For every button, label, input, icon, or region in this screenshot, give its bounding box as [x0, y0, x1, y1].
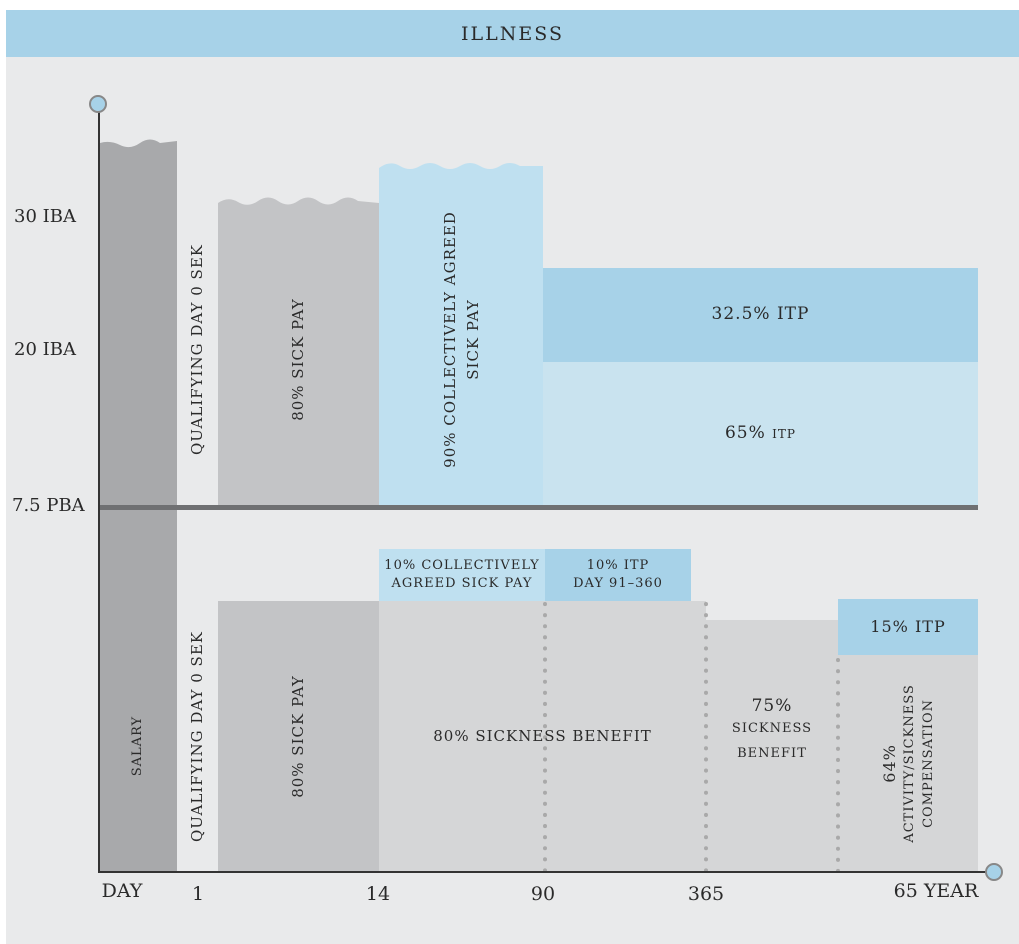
lower-sickness-benefit-80-bar [379, 601, 706, 872]
lower-75-line-1: 75% [751, 696, 793, 717]
upper-itp-65-bar [543, 362, 978, 508]
y-label-30-iba: 30 IBA [14, 206, 76, 227]
x-label-1: 1 [191, 883, 205, 905]
lower-activity-line-2: ACTIVITY/SICKNESS [901, 684, 917, 843]
lower-qualifying-day-label: QUALIFYING DAY 0 SEK [188, 630, 207, 842]
upper-collective-sick-pay-bar [379, 163, 543, 508]
lower-collective-line-1: 10% COLLECTIVELY [384, 558, 540, 574]
lower-75-line-2: SICKNESS [731, 721, 813, 737]
upper-itp-32-label: 32.5% ITP [711, 304, 810, 325]
lower-itp-10-line-1: 10% ITP [586, 558, 650, 574]
x-label-365: 365 [687, 883, 725, 905]
y-label-20-iba: 20 IBA [14, 339, 76, 360]
y-label-7-5-pba: 7.5 PBA [12, 495, 85, 516]
lower-collective-line-2: AGREED SICK PAY [391, 576, 533, 591]
lower-salary-bar [100, 508, 177, 872]
lower-itp-10-line-2: DAY 91–360 [573, 576, 663, 591]
upper-salary-bar [100, 139, 177, 508]
upper-sick-pay-label: 80% SICK PAY [288, 297, 307, 421]
lower-collective-sick-pay-bar [379, 549, 545, 601]
pba-divider-line [100, 505, 978, 510]
lower-activity-line-1: 64% [879, 744, 899, 783]
upper-sick-pay-bar [218, 197, 379, 508]
upper-itp-32-bar [543, 268, 978, 362]
x-label-day: DAY [101, 880, 143, 902]
lower-itp-15-label: 15% ITP [870, 616, 946, 636]
upper-collective-line-1: 90% COLLECTIVELY AGREED [440, 210, 459, 468]
x-label-65-year: 65 YEAR [893, 880, 979, 902]
diagram-title: ILLNESS [6, 10, 1019, 57]
x-label-90: 90 [530, 883, 556, 905]
x-axis-end-marker [985, 863, 1003, 881]
lower-collective-sick-pay-label: 10% COLLECTIVELY AGREED SICK PAY [379, 549, 545, 601]
lower-activity-compensation-label: 64% ACTIVITY/SICKNESS COMPENSATION [838, 655, 978, 872]
lower-itp-15-bar [838, 599, 978, 655]
lower-sickness-benefit-75-label: 75% SICKNESS BENEFIT [706, 620, 838, 872]
lower-salary-label: SALARY [130, 715, 146, 777]
lower-sickness-benefit-80-label: 80% SICKNESS BENEFIT [433, 727, 652, 745]
lower-75-line-3: BENEFIT [737, 746, 807, 762]
lower-sick-pay-bar [218, 601, 379, 872]
lower-sickness-benefit-75-bar [706, 620, 838, 872]
lower-itp-10-label: 10% ITP DAY 91–360 [545, 549, 691, 601]
upper-itp-65-label: 65% ITP [724, 422, 796, 443]
lower-activity-compensation-bar [838, 655, 978, 872]
upper-collective-line-2: SICK PAY [463, 298, 481, 380]
lower-sick-pay-label: 80% SICK PAY [288, 675, 307, 798]
lower-itp-10-bar [545, 549, 691, 601]
upper-qualifying-day-label: QUALIFYING DAY 0 SEK [188, 243, 207, 455]
upper-collective-sick-pay-label: 90% COLLECTIVELY AGREED SICK PAY [379, 170, 543, 508]
x-label-14: 14 [365, 883, 391, 905]
y-axis-end-marker [89, 95, 107, 113]
lower-activity-line-3: COMPENSATION [920, 699, 936, 828]
